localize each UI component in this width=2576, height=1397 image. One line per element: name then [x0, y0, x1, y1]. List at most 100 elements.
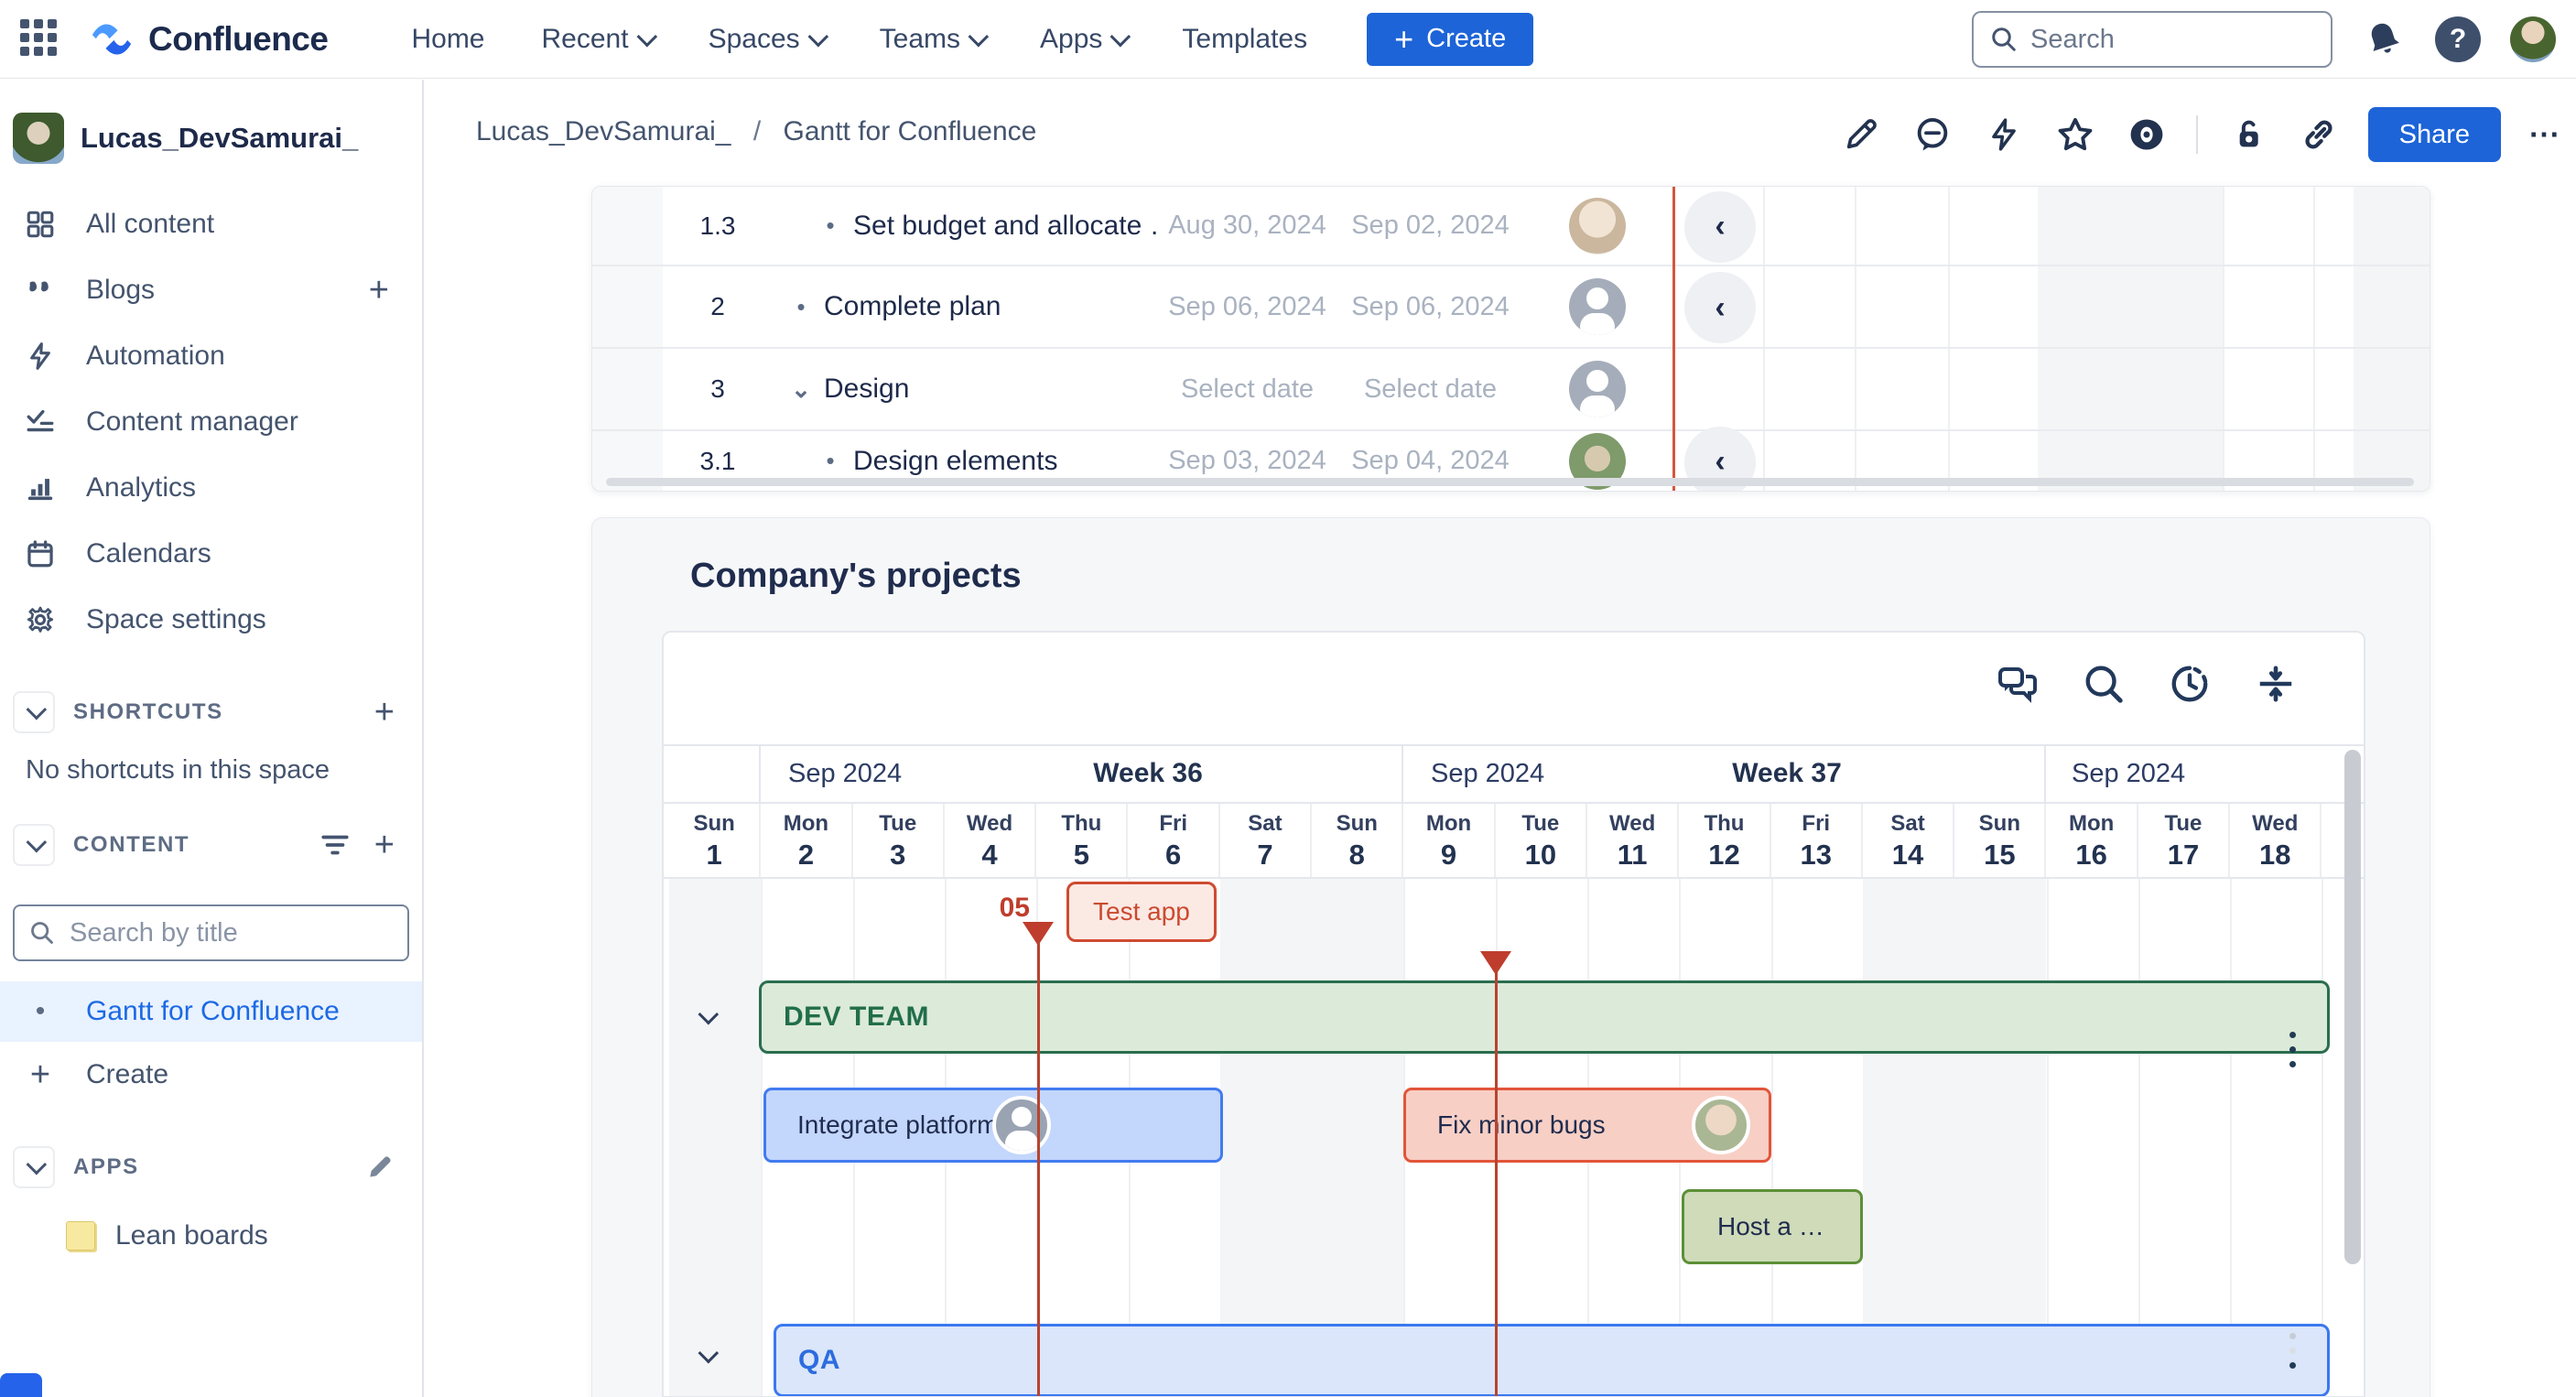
table-row[interactable]: 3 ⌄ Design Select date Select date — [592, 349, 2430, 431]
task-bar-host-a[interactable]: Host a … — [1682, 1189, 1863, 1264]
start-date-cell[interactable]: Sep 06, 2024 — [1168, 291, 1326, 321]
filter-icon[interactable] — [319, 829, 351, 861]
content-collapse-button[interactable] — [13, 824, 55, 866]
bullet-icon: • — [826, 211, 835, 239]
assignee-avatar[interactable] — [992, 1096, 1052, 1154]
global-search[interactable] — [1972, 11, 2332, 68]
sidebar-item-analytics[interactable]: Analytics — [0, 455, 422, 521]
sidebar-item-lean-boards[interactable]: Lean boards — [0, 1203, 422, 1269]
week-cell-partial — [664, 746, 761, 802]
search-input[interactable] — [2030, 24, 2305, 55]
more-actions-button[interactable]: ⋯ — [2528, 117, 2563, 152]
task-bar-integrate-platforms[interactable]: Integrate platforms — [763, 1088, 1223, 1163]
main-content: Lucas_DevSamurai_ / Gantt for Confluence — [426, 80, 2576, 1397]
nav-item-spaces[interactable]: Spaces — [709, 24, 828, 55]
qa-collapse-button[interactable] — [689, 1339, 722, 1372]
start-date-cell[interactable]: Aug 30, 2024 — [1168, 211, 1326, 240]
timeline-week-band: Sep 2024 Week 36 Sep 2024 Week 37 Sep 20… — [664, 744, 2364, 804]
assignee-avatar[interactable] — [1522, 197, 1672, 254]
apps-section-header: APPS — [0, 1132, 422, 1203]
dev-team-collapse-button[interactable] — [689, 1001, 722, 1034]
qa-menu-button[interactable] — [2289, 1333, 2296, 1369]
confluence-logo[interactable]: Confluence — [88, 16, 329, 63]
end-date-cell[interactable]: Sep 04, 2024 — [1351, 446, 1510, 475]
start-date-cell[interactable]: Select date — [1180, 374, 1315, 404]
sidebar-item-all-content[interactable]: All content — [0, 191, 422, 257]
grid-line — [2230, 879, 2233, 1396]
day-cell: Thu 12 — [1679, 804, 1771, 877]
dev-team-menu-button[interactable] — [2289, 1032, 2296, 1067]
task-bar-fix-minor-bugs[interactable]: Fix minor bugs — [1403, 1088, 1771, 1163]
search-icon[interactable] — [2080, 660, 2127, 708]
space-settings-icon — [22, 604, 59, 635]
gantt-chart-card: Company's projects — [591, 517, 2430, 1397]
bullet-icon: • — [826, 447, 835, 474]
comments-icon[interactable] — [1994, 660, 2041, 708]
sidebar-item-gantt-for-confluence[interactable]: • Gantt for Confluence — [0, 981, 422, 1042]
gantt-vertical-scrollbar[interactable] — [2344, 750, 2361, 1264]
unlock-icon[interactable] — [2225, 113, 2269, 157]
collapse-left-button[interactable]: ‹ — [1684, 190, 1756, 263]
inline-comment-icon[interactable] — [1910, 113, 1954, 157]
edit-pencil-icon[interactable] — [1839, 113, 1883, 157]
sidebar-item-content-manager[interactable]: Content manager — [0, 389, 422, 455]
row-number: 3.1 — [699, 446, 736, 475]
add-content-button[interactable]: + — [373, 825, 395, 864]
space-header[interactable]: Lucas_DevSamurai_ — [0, 80, 422, 191]
user-avatar[interactable] — [2510, 16, 2556, 62]
content-search-input[interactable] — [70, 917, 372, 948]
end-date-cell[interactable]: Select date — [1363, 374, 1498, 404]
table-row[interactable]: 2 • Complete plan Sep 06, 2024 Sep 06, 2024 ‹ — [592, 266, 2430, 349]
add-blog-button[interactable]: + — [368, 270, 389, 309]
apps-collapse-button[interactable] — [13, 1146, 55, 1188]
collapse-left-button[interactable]: ‹ — [1684, 272, 1756, 343]
end-date-cell[interactable]: Sep 06, 2024 — [1351, 291, 1510, 321]
nav-item-home[interactable]: Home — [411, 23, 485, 54]
automation-bolt-icon[interactable] — [1982, 113, 2026, 157]
end-date-cell[interactable]: Sep 02, 2024 — [1351, 211, 1510, 240]
assignee-avatar[interactable] — [1522, 361, 1672, 417]
sidebar-item-blogs[interactable]: Blogs + — [0, 257, 422, 323]
star-icon[interactable] — [2053, 113, 2097, 157]
day-cell: Sat 14 — [1863, 804, 1955, 877]
table-row[interactable]: 1.3 • Set budget and allocate … Aug 30, 202… — [592, 187, 2430, 266]
assignee-avatar[interactable] — [1692, 1096, 1750, 1154]
breadcrumb-space-link[interactable]: Lucas_DevSamurai_ — [476, 116, 731, 146]
edit-apps-icon[interactable] — [365, 1153, 395, 1182]
expander-chevron-icon[interactable]: ⌄ — [791, 374, 811, 403]
sidebar-create-item[interactable]: + Create — [0, 1042, 422, 1108]
add-shortcut-button[interactable]: + — [373, 692, 395, 731]
day-cell: Tue 10 — [1496, 804, 1587, 877]
week-cell-37: Sep 2024 Week 37 — [1403, 746, 2046, 802]
table-horizontal-scrollbar[interactable] — [606, 478, 2414, 486]
floating-help-button[interactable] — [0, 1373, 42, 1397]
nav-item-teams[interactable]: Teams — [880, 24, 990, 55]
shortcuts-collapse-button[interactable] — [13, 691, 55, 733]
sidebar-item-space-settings[interactable]: Space settings — [0, 587, 422, 653]
section-bar-dev-team[interactable]: DEV TEAM — [759, 980, 2330, 1054]
history-icon[interactable] — [2166, 660, 2213, 708]
link-icon[interactable] — [2297, 113, 2341, 157]
start-date-cell[interactable]: Sep 03, 2024 — [1168, 446, 1326, 475]
content-title-search[interactable] — [13, 904, 409, 961]
share-button[interactable]: Share — [2367, 107, 2501, 162]
assignee-avatar[interactable] — [1522, 278, 1672, 335]
confluence-mark-icon — [92, 23, 132, 55]
watch-icon[interactable] — [2125, 113, 2169, 157]
create-button[interactable]: + Create — [1367, 12, 1534, 66]
fit-screen-icon[interactable] — [2252, 660, 2300, 708]
notifications-bell-icon[interactable] — [2362, 17, 2406, 61]
sidebar-item-calendars[interactable]: Calendars — [0, 521, 422, 587]
nav-item-recent[interactable]: Recent — [542, 24, 657, 55]
milestone-chip[interactable]: Test app — [1066, 882, 1217, 942]
breadcrumb-page-link[interactable]: Gantt for Confluence — [783, 116, 1037, 146]
section-bar-qa[interactable]: QA — [774, 1324, 2330, 1396]
help-icon[interactable]: ? — [2435, 16, 2481, 62]
nav-item-apps[interactable]: Apps — [1040, 24, 1131, 55]
day-cell: Sun 1 — [669, 804, 762, 877]
sidebar-item-automation[interactable]: Automation — [0, 323, 422, 389]
app-switcher-icon[interactable] — [20, 18, 60, 60]
space-avatar — [13, 113, 64, 164]
nav-item-templates[interactable]: Templates — [1182, 23, 1308, 54]
space-sidebar: Lucas_DevSamurai_ All content Blogs + Autom… — [0, 80, 424, 1397]
